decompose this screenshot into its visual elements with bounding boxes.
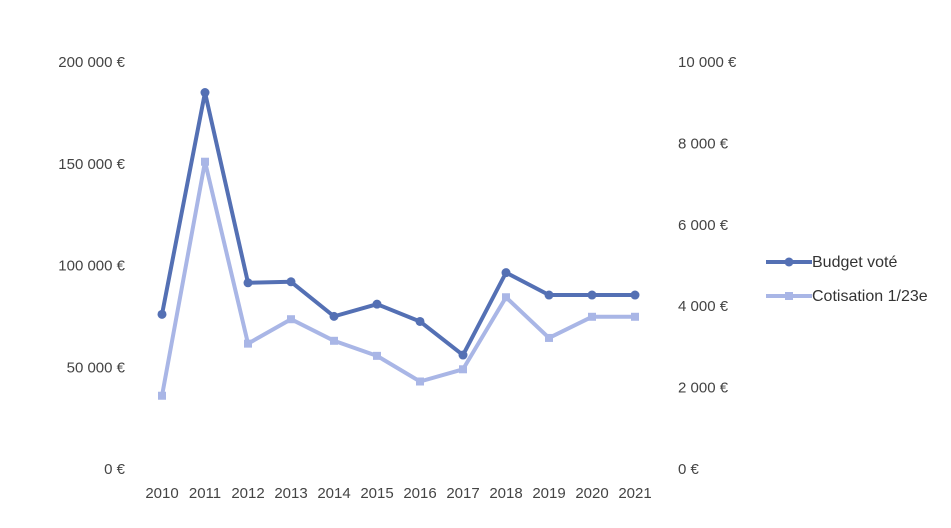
left-tick-label: 0 € bbox=[104, 461, 126, 478]
data-point bbox=[201, 157, 209, 166]
data-point bbox=[286, 277, 296, 287]
x-tick-label: 2011 bbox=[189, 485, 221, 502]
right-axis-ticks: 0 € 2 000 € 4 000 € 6 000 € 8 000 € 10 000 € bbox=[678, 54, 737, 478]
x-tick-label: 2021 bbox=[618, 485, 651, 502]
x-tick-label: 2020 bbox=[575, 485, 608, 502]
right-tick-label: 4 000 € bbox=[678, 298, 729, 315]
legend-item: Budget voté bbox=[766, 254, 898, 271]
legend-marker bbox=[785, 292, 793, 300]
data-point bbox=[157, 309, 167, 319]
left-tick-label: 200 000 € bbox=[58, 54, 125, 71]
data-point bbox=[502, 293, 510, 302]
right-tick-label: 10 000 € bbox=[678, 54, 737, 71]
data-point bbox=[587, 290, 597, 300]
x-tick-label: 2015 bbox=[360, 485, 393, 502]
data-point bbox=[372, 299, 382, 309]
x-tick-label: 2019 bbox=[532, 485, 565, 502]
data-point bbox=[631, 312, 639, 321]
legend-item: Cotisation 1/23e bbox=[766, 288, 928, 305]
x-tick-label: 2012 bbox=[231, 485, 264, 502]
data-point bbox=[200, 88, 210, 98]
x-tick-label: 2016 bbox=[403, 485, 436, 502]
data-point bbox=[330, 336, 338, 345]
data-point bbox=[544, 290, 554, 300]
left-tick-label: 150 000 € bbox=[58, 156, 125, 173]
data-point bbox=[501, 268, 511, 278]
right-tick-label: 2 000 € bbox=[678, 380, 729, 397]
right-tick-label: 0 € bbox=[678, 461, 700, 478]
x-tick-label: 2014 bbox=[317, 485, 350, 502]
data-point bbox=[459, 365, 467, 374]
legend-label: Budget voté bbox=[812, 254, 898, 271]
left-axis-ticks: 0 € 50 000 € 100 000 € 150 000 € 200 000 € bbox=[58, 54, 125, 478]
data-point bbox=[373, 351, 381, 360]
series-0 bbox=[157, 88, 640, 360]
left-tick-label: 50 000 € bbox=[67, 359, 126, 376]
legend-marker bbox=[784, 257, 794, 267]
data-point bbox=[630, 290, 640, 300]
data-point bbox=[243, 278, 253, 288]
x-tick-label: 2010 bbox=[145, 485, 178, 502]
left-tick-label: 100 000 € bbox=[58, 258, 125, 275]
data-point bbox=[415, 316, 425, 326]
right-tick-label: 6 000 € bbox=[678, 217, 729, 234]
data-point bbox=[545, 333, 553, 342]
series-line bbox=[160, 90, 637, 358]
series-1 bbox=[158, 157, 639, 400]
data-point bbox=[244, 339, 252, 348]
data-point bbox=[329, 311, 339, 321]
x-axis-ticks: 2010 2011 2012 2013 2014 2015 2016 2017 2018 2019… bbox=[145, 485, 651, 502]
data-point bbox=[158, 391, 166, 400]
series-line bbox=[160, 159, 637, 398]
data-point bbox=[588, 312, 596, 321]
right-tick-label: 8 000 € bbox=[678, 135, 729, 152]
legend-label: Cotisation 1/23e bbox=[812, 288, 928, 305]
data-point bbox=[416, 377, 424, 386]
x-tick-label: 2017 bbox=[446, 485, 479, 502]
data-point bbox=[458, 350, 468, 360]
x-tick-label: 2013 bbox=[274, 485, 307, 502]
series-layer bbox=[157, 88, 640, 400]
data-point bbox=[287, 315, 295, 324]
x-tick-label: 2018 bbox=[489, 485, 522, 502]
legend: Budget voté Cotisation 1/23e bbox=[766, 254, 928, 305]
